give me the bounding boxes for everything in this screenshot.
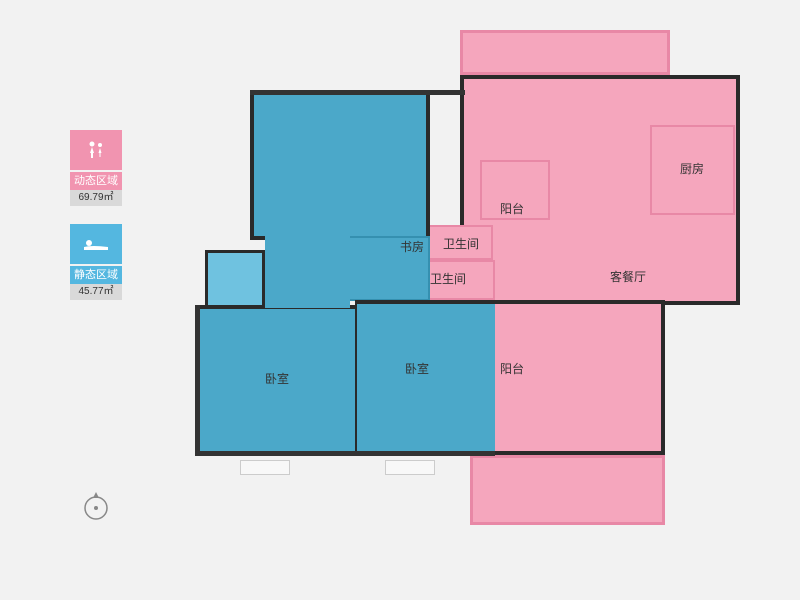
legend-dynamic: 动态区域 69.79㎡	[70, 130, 122, 206]
wall-left	[195, 305, 200, 455]
label-bathroom1: 卫生间	[443, 235, 479, 252]
people-icon	[70, 130, 122, 170]
label-living: 客餐厅	[610, 268, 646, 285]
window-1	[240, 460, 290, 475]
legend-dynamic-label: 动态区域	[70, 172, 122, 190]
compass-icon	[82, 490, 110, 527]
label-balcony1: 阳台	[500, 200, 524, 217]
hallway	[265, 236, 350, 308]
label-bedroom-left: 卧室	[265, 370, 289, 387]
wall-top	[250, 90, 465, 95]
sleep-icon	[70, 224, 122, 264]
wall-bottom	[195, 451, 495, 456]
closet	[205, 250, 265, 310]
balcony-top	[460, 30, 670, 75]
label-bathroom2: 卫生间	[430, 270, 466, 287]
legend-static: 静态区域 45.77㎡	[70, 224, 122, 300]
bedroom-bottom-right	[355, 300, 495, 455]
floorplan: 厨房 阳台 卫生间 书房 卫生间 客餐厅 卧室 卧室 阳台	[190, 30, 760, 570]
legend: 动态区域 69.79㎡ 静态区域 45.77㎡	[70, 130, 122, 318]
legend-static-label: 静态区域	[70, 266, 122, 284]
label-kitchen: 厨房	[680, 160, 704, 177]
label-study: 书房	[400, 238, 424, 255]
living-extension	[490, 300, 665, 455]
bedroom-top	[250, 90, 430, 240]
legend-static-value: 45.77㎡	[70, 284, 122, 300]
label-balcony2: 阳台	[500, 360, 524, 377]
balcony-bottom	[470, 455, 665, 525]
window-2	[385, 460, 435, 475]
legend-dynamic-value: 69.79㎡	[70, 190, 122, 206]
label-bedroom-right: 卧室	[405, 360, 429, 377]
